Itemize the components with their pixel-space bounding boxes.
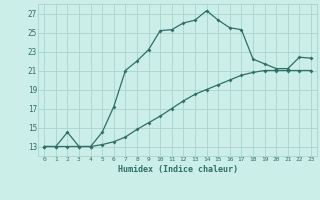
X-axis label: Humidex (Indice chaleur): Humidex (Indice chaleur) [118, 165, 238, 174]
